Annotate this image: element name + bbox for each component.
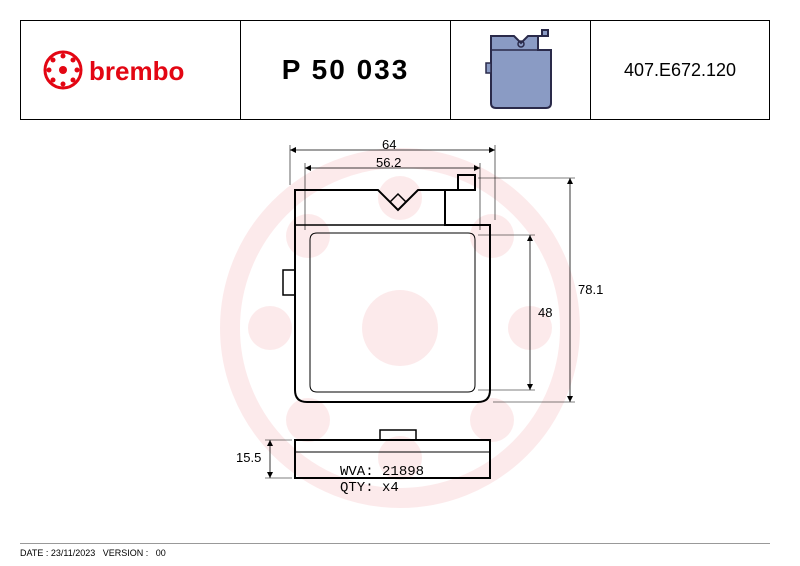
part-number: P 50 033 — [282, 54, 410, 86]
header-row: brembo P 50 033 407.E672.120 — [20, 20, 770, 120]
version-value: 00 — [156, 548, 166, 558]
drawing-area: 64 56.2 78.1 48 15.5 — [0, 140, 800, 516]
meta-info: DATE : 23/11/2023 VERSION : 00 — [20, 548, 166, 558]
qty-label: QTY: — [340, 480, 374, 496]
part-number-cell: P 50 033 — [241, 21, 451, 119]
version-label: VERSION : — [103, 548, 149, 558]
brake-pad-icon — [476, 28, 566, 113]
qty-value: x4 — [382, 480, 399, 496]
date-label: DATE : — [20, 548, 48, 558]
wva-label: WVA: — [340, 464, 374, 480]
code-cell: 407.E672.120 — [591, 21, 769, 119]
footer-specs: WVA: 21898 QTY: x4 — [340, 464, 424, 496]
spec-sheet: brembo P 50 033 407.E672.120 — [0, 0, 800, 566]
brembo-logo: brembo — [41, 45, 221, 95]
date-value: 23/11/2023 — [51, 548, 95, 558]
dim-width-total: 64 — [382, 137, 396, 152]
logo-cell: brembo — [21, 21, 241, 119]
product-icon-cell — [451, 21, 591, 119]
dim-thickness: 15.5 — [236, 450, 261, 465]
dim-height-inner: 48 — [538, 305, 552, 320]
front-view — [283, 145, 575, 402]
footer-divider — [20, 543, 770, 544]
dim-width-inner: 56.2 — [376, 155, 401, 170]
wva-value: 21898 — [382, 464, 424, 480]
product-code: 407.E672.120 — [624, 60, 736, 81]
dim-height-total: 78.1 — [578, 282, 603, 297]
brand-text: brembo — [89, 56, 184, 86]
